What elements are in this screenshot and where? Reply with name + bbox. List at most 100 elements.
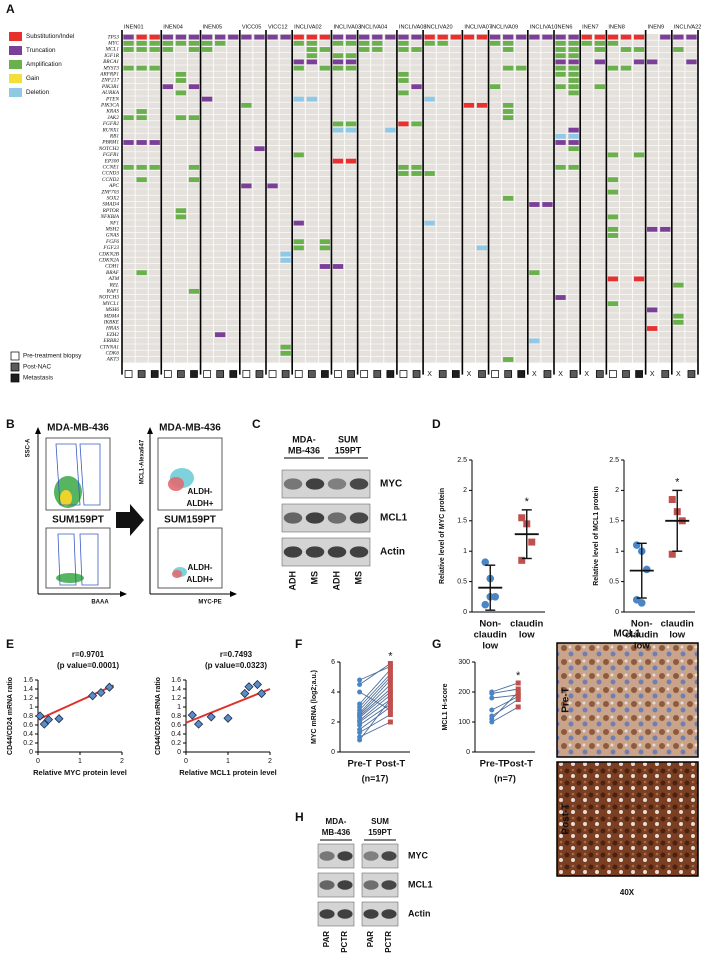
gene-label: CCNE1 (103, 165, 120, 171)
mutation-cell (188, 40, 200, 46)
band-label: Actin (408, 908, 431, 918)
mutation-cell (607, 214, 619, 220)
data-point (515, 704, 521, 710)
mutation-cell (306, 96, 317, 102)
mutation-cell (555, 164, 566, 170)
blot-band (337, 880, 353, 890)
timepoint-marker (635, 370, 643, 378)
panel-letter: F (295, 637, 302, 651)
timepoint-marker (281, 370, 290, 378)
mutation-cell (293, 245, 304, 251)
y-tick-label: 1.5 (457, 518, 467, 525)
mutation-cell (673, 47, 684, 52)
mutation-cell (293, 40, 304, 46)
group-label: low (634, 641, 650, 652)
mutation-cell (319, 245, 331, 251)
mutation-cell (633, 59, 645, 65)
mutation-cell (647, 226, 658, 232)
y-tick-label: 1 (463, 548, 467, 555)
y-tick-label: 0 (29, 749, 33, 756)
error-bar (672, 489, 683, 552)
pair-line (359, 721, 391, 738)
gene-label: GNAS (106, 233, 120, 239)
timepoint-swatch (10, 362, 20, 372)
data-point (240, 688, 250, 699)
mutation-cell (306, 40, 317, 46)
gene-label: AKT3 (106, 357, 120, 363)
gene-label: MCL1 (104, 47, 119, 53)
sample-name: INEN6 (556, 24, 572, 30)
mutation-cell (411, 171, 422, 176)
mutation-cell (398, 121, 409, 127)
gene-label: FGFR2 (102, 121, 120, 127)
data-point (642, 565, 651, 574)
gene-label: RPTOR (102, 208, 120, 214)
mutation-cell (162, 34, 173, 40)
significance: * (516, 670, 521, 682)
blot-band (349, 512, 369, 524)
data-point (528, 538, 536, 546)
mutation-cell (673, 313, 684, 319)
y-tick-label: 1 (177, 704, 181, 711)
missing-marker: X (650, 371, 655, 378)
mutation-cell (568, 65, 579, 71)
data-point (88, 691, 98, 701)
error-bar (521, 509, 532, 560)
mutation-cell (647, 307, 658, 313)
mutation-cell (568, 140, 579, 145)
mutation-cell (123, 40, 134, 46)
mutation-cell (450, 34, 461, 40)
data-point (489, 707, 495, 713)
mutation-cell (280, 257, 291, 263)
y-tick-label: 0 (466, 749, 470, 756)
timepoint-marker (124, 370, 133, 378)
chart-title: r=0.9701 (72, 650, 105, 659)
mutation-cell (607, 177, 619, 183)
mutation-cell (686, 59, 697, 65)
pair-line (491, 699, 519, 717)
lane-label: ADH (331, 571, 341, 591)
mutation-cell (542, 34, 553, 40)
significance: * (525, 496, 530, 508)
pair-line (491, 688, 519, 694)
ihc-row-label: Post-T (561, 803, 572, 834)
y-tick-label: 1.2 (171, 695, 181, 702)
mutation-cell (136, 65, 147, 71)
timepoint-label: Pre-treatment biopsy (23, 353, 82, 360)
mutation-cell (332, 158, 344, 164)
blot-band (349, 546, 369, 558)
missing-marker: X (532, 371, 537, 378)
mutation-cell (594, 84, 605, 90)
mutation-cell (476, 34, 488, 40)
gene-label: MYC (107, 41, 119, 47)
mutation-cell (359, 34, 370, 40)
gene-label: MYST3 (102, 65, 119, 71)
legend-label: Gain (26, 75, 40, 82)
mutation-cell (332, 65, 344, 71)
mutation-cell (542, 202, 553, 207)
mutation-cell (332, 53, 344, 59)
mutation-cell (581, 34, 592, 40)
y-tick-label: 0 (177, 749, 181, 756)
data-point (194, 719, 204, 729)
gene-label: ARFRP1 (99, 72, 119, 78)
mutation-cell (633, 276, 645, 282)
timepoint-marker (163, 370, 172, 378)
mutation-cell (647, 326, 658, 331)
mutation-cell (267, 183, 278, 189)
mutation-cell (345, 59, 357, 65)
ihc-magnification: 40X (620, 888, 635, 897)
flow-plots (35, 427, 237, 597)
mutation-cell (293, 220, 304, 226)
y-tick-label: 0.4 (23, 731, 33, 738)
mutation-cell (319, 65, 331, 71)
timepoint-marker (622, 370, 630, 378)
chart-title: (p value=0.0001) (57, 661, 119, 670)
data-point (54, 714, 64, 724)
timepoint-marker (242, 370, 251, 378)
mutation-cell (503, 47, 514, 52)
blot-band (349, 478, 369, 490)
y-tick-label: 0.2 (23, 740, 33, 747)
data-point (387, 701, 393, 707)
panel-letter: C (252, 417, 261, 431)
